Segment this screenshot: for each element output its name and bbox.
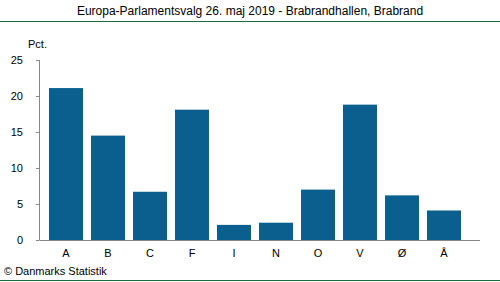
source: © Danmarks Statistik bbox=[4, 265, 107, 277]
bar bbox=[49, 88, 83, 240]
chart: Europa-Parlamentsvalg 26. maj 2019 - Bra… bbox=[0, 0, 500, 282]
y-tick bbox=[36, 96, 40, 97]
bar bbox=[91, 136, 125, 240]
bar bbox=[175, 110, 209, 240]
bar bbox=[301, 190, 335, 240]
x-axis bbox=[40, 240, 481, 241]
y-tick-label: 10 bbox=[11, 162, 23, 174]
bar bbox=[259, 223, 293, 240]
bar bbox=[217, 225, 251, 240]
bar bbox=[343, 105, 377, 240]
x-tick-label: C bbox=[146, 247, 154, 259]
x-tick-label: I bbox=[232, 247, 235, 259]
x-tick-label: N bbox=[272, 247, 280, 259]
x-tick-label: B bbox=[104, 247, 111, 259]
y-tick-label: 25 bbox=[11, 54, 23, 66]
y-tick bbox=[36, 168, 40, 169]
x-tick-label: Ø bbox=[398, 247, 407, 259]
y-tick bbox=[36, 204, 40, 205]
x-tick-label: O bbox=[314, 247, 323, 259]
y-tick bbox=[36, 132, 40, 133]
x-tick-label: Å bbox=[440, 247, 448, 259]
bars bbox=[49, 88, 461, 240]
footer-rule bbox=[0, 280, 500, 281]
y-tick-label: 15 bbox=[11, 126, 23, 138]
x-tick-label: V bbox=[356, 247, 364, 259]
y-tick bbox=[36, 60, 40, 61]
x-tick-label: F bbox=[189, 247, 196, 259]
y-tick-label: 5 bbox=[17, 198, 23, 210]
bar bbox=[427, 210, 461, 240]
title: Europa-Parlamentsvalg 26. maj 2019 - Bra… bbox=[77, 4, 423, 18]
y-tick-label: 20 bbox=[11, 90, 23, 102]
bar bbox=[385, 195, 419, 240]
y-tick bbox=[36, 240, 40, 241]
y-tick-label: 0 bbox=[17, 234, 23, 246]
x-tick-label: A bbox=[62, 247, 70, 259]
y-axis bbox=[39, 60, 40, 240]
y-label: Pct. bbox=[28, 38, 47, 50]
header-rule bbox=[0, 21, 500, 22]
bar bbox=[133, 192, 167, 240]
